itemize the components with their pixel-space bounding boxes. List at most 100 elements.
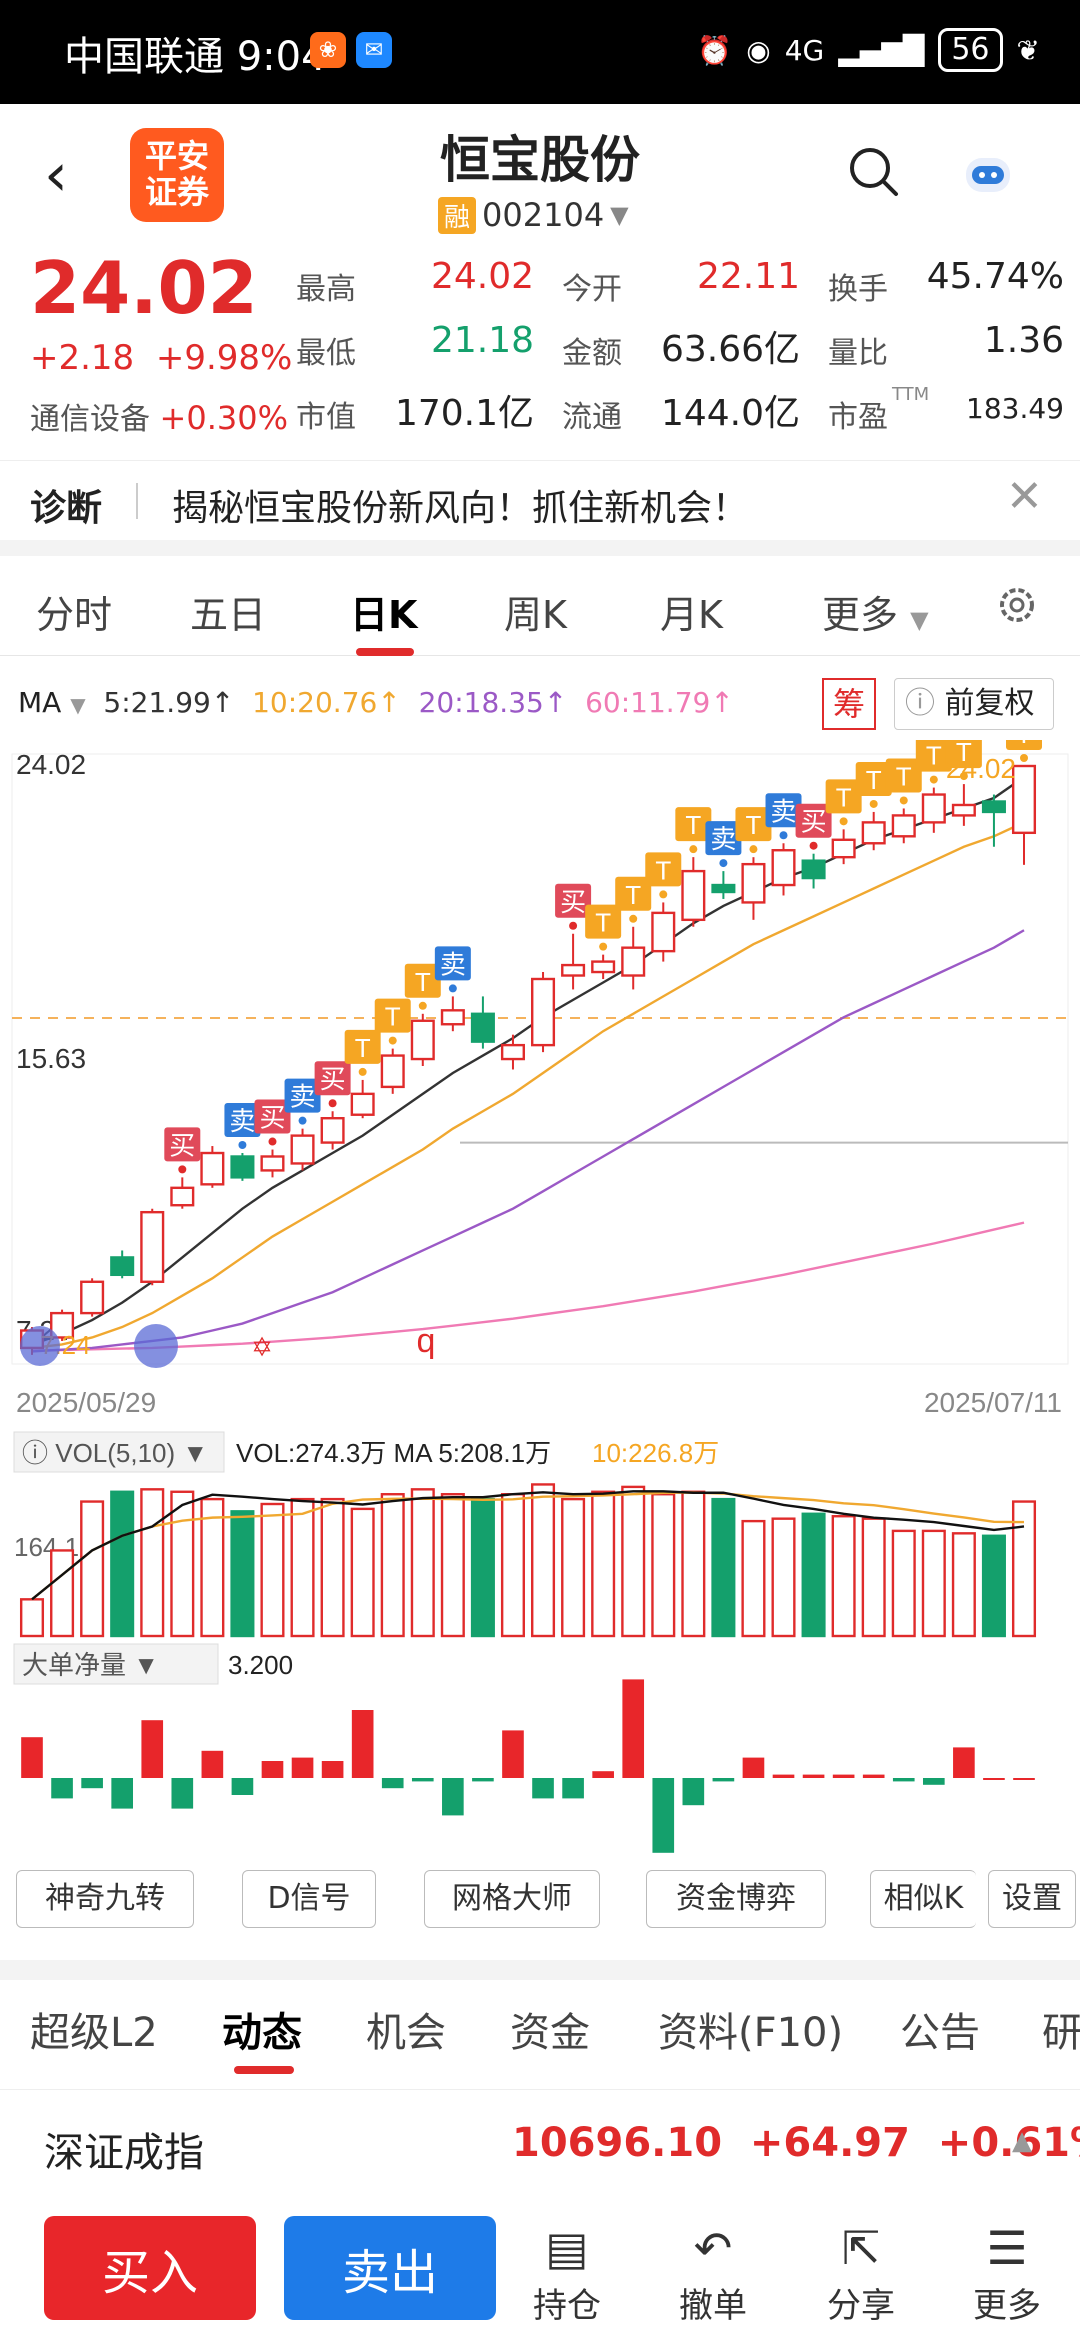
index-ticker[interactable]: 深证成指 10696.10 +64.97 +0.61% ▲ (0, 2092, 1080, 2202)
volume-bar (921, 1529, 946, 1638)
candle-body (621, 946, 646, 977)
volume-bar (1011, 1500, 1037, 1638)
candle-body (290, 1134, 315, 1165)
current-price: 24.02 (30, 246, 258, 330)
tab-opportunity[interactable]: 机会 (366, 2010, 446, 2056)
buy-button[interactable]: 买入 (44, 2216, 256, 2320)
signal-dot (268, 1137, 277, 1146)
stat-sup: TTM (892, 384, 930, 405)
flow-bar (1013, 1778, 1035, 1780)
strategy-fund-game[interactable]: 资金博弈 (646, 1870, 826, 1928)
candle-body (230, 1155, 255, 1179)
tab-funds[interactable]: 资金 (510, 2010, 590, 2056)
close-icon[interactable]: ✕ (1006, 471, 1043, 522)
signal-dot (689, 845, 698, 854)
candle-body (831, 838, 856, 859)
tab-news[interactable]: 动态 (222, 2010, 302, 2056)
cancel-order-button[interactable]: ↶ 撤单 (658, 2218, 768, 2327)
strategy-grid-master[interactable]: 网格大师 (424, 1870, 600, 1928)
signal-dot (1020, 754, 1028, 762)
adjust-mode-button[interactable]: ⓘ 前复权 (894, 678, 1054, 730)
robot-assistant-icon[interactable] (960, 146, 1016, 206)
active-tab-indicator (356, 648, 414, 656)
signal-marker (404, 963, 441, 998)
ma-legend[interactable]: MA ▼ 5:21.99↑ 10:20.76↑ 20:18.35↑ 60:11.… (18, 686, 734, 719)
signal-dot (929, 775, 938, 784)
tab-weekly-k[interactable]: 周K (504, 593, 567, 637)
kline-chart[interactable]: 24.0215.637.24买卖买卖买TTT卖买TTTT卖T卖买TTTTTT24… (0, 740, 1080, 1860)
flow-bar (622, 1679, 645, 1778)
flow-bar (892, 1778, 915, 1782)
gear-icon[interactable] (994, 582, 1040, 632)
volume-bar (140, 1488, 165, 1638)
flow-bar (171, 1778, 194, 1809)
volume-bar (861, 1517, 886, 1638)
tab-f10[interactable]: 资料(F10) (658, 2010, 844, 2056)
candle-body (50, 1311, 75, 1339)
vol-label: ⓘ VOL(5,10) ▼ (22, 1438, 208, 1468)
more-button[interactable]: ☰ 更多 (952, 2218, 1062, 2327)
signal-dot (178, 1165, 187, 1174)
volume-bar (771, 1517, 796, 1638)
tab-monthly-k[interactable]: 月K (660, 593, 723, 637)
signal-marker-label: 买 (169, 1130, 195, 1160)
flow-bar (742, 1757, 765, 1778)
signal-marker-label: T (655, 855, 671, 885)
flow-label: 大单净量 ▼ (22, 1650, 159, 1680)
flow-bar (51, 1778, 73, 1799)
chevron-up-icon[interactable]: ▲ (1012, 2126, 1032, 2156)
stock-code-selector[interactable]: 融 002104 ▼ (438, 196, 629, 234)
stat-value: 45.74% (926, 256, 1064, 297)
signal-marker (374, 998, 411, 1033)
volume-bar (110, 1490, 135, 1638)
strategy-similar-k[interactable]: 相似K (870, 1870, 976, 1928)
share-button[interactable]: ⇱ 分享 (806, 2218, 916, 2327)
signal-marker (855, 761, 892, 796)
flow-bar (802, 1774, 825, 1778)
flow-bar (351, 1710, 374, 1778)
diagnosis-banner[interactable]: 诊断 揭秘恒宝股份新风向！抓住新机会！ ✕ (0, 460, 1080, 540)
volume-bar (200, 1497, 225, 1638)
search-icon[interactable] (848, 146, 900, 202)
position-button[interactable]: ▤ 持仓 (512, 2218, 622, 2327)
tab-five-day[interactable]: 五日 (190, 593, 267, 637)
tab-intraday[interactable]: 分时 (36, 593, 113, 637)
strategy-nine-turn[interactable]: 神奇九转 (16, 1870, 194, 1928)
volume-bar (440, 1493, 465, 1638)
undo-icon: ↶ (693, 2221, 733, 2275)
notification-app-icon: ❀ (310, 32, 346, 68)
sector-change[interactable]: 通信设备 +0.30% (30, 399, 289, 437)
signal-marker-label: T (595, 908, 611, 938)
candle-body (591, 960, 616, 974)
tab-research[interactable]: 研 (1042, 2010, 1080, 2056)
signal-dot (869, 799, 878, 808)
chip-distribution-button[interactable]: 筹 (822, 678, 876, 730)
volume-bar (831, 1515, 856, 1638)
strategy-d-signal[interactable]: D信号 (242, 1870, 376, 1928)
volume-bar (410, 1488, 435, 1638)
tab-announcement[interactable]: 公告 (900, 2010, 980, 2056)
signal-dot (839, 817, 848, 826)
candle-body (771, 849, 796, 887)
index-values: 10696.10 +64.97 +0.61% (512, 2120, 1080, 2166)
tab-super-l2[interactable]: 超级L2 (30, 2010, 158, 2056)
back-icon[interactable]: ‹ (44, 140, 68, 210)
tab-more[interactable]: 更多 ▼ (822, 593, 929, 637)
stat-value: 1.36 (983, 320, 1064, 361)
signal-marker-label: T (836, 782, 852, 812)
strategy-settings-button[interactable]: 设置 (988, 1870, 1076, 1928)
signal-marker (1006, 740, 1042, 750)
vol-ma10: 10:226.8万 (592, 1438, 719, 1468)
volume-bar (591, 1490, 616, 1638)
candle-body (170, 1186, 195, 1207)
volume-bar (531, 1483, 556, 1638)
diagnosis-label: 诊断 (30, 488, 103, 529)
flow-value: 3.200 (228, 1650, 293, 1680)
signal-marker-label: 买 (259, 1103, 285, 1133)
sell-button[interactable]: 卖出 (284, 2216, 496, 2320)
ma10-line (31, 821, 1025, 1350)
signal-marker-label: T (896, 761, 912, 791)
tab-daily-k[interactable]: 日K (350, 593, 418, 637)
chart-period-tabs: 分时 五日 日K 周K 月K 更多 ▼ (0, 556, 1080, 656)
ma60-line (31, 1221, 1025, 1352)
